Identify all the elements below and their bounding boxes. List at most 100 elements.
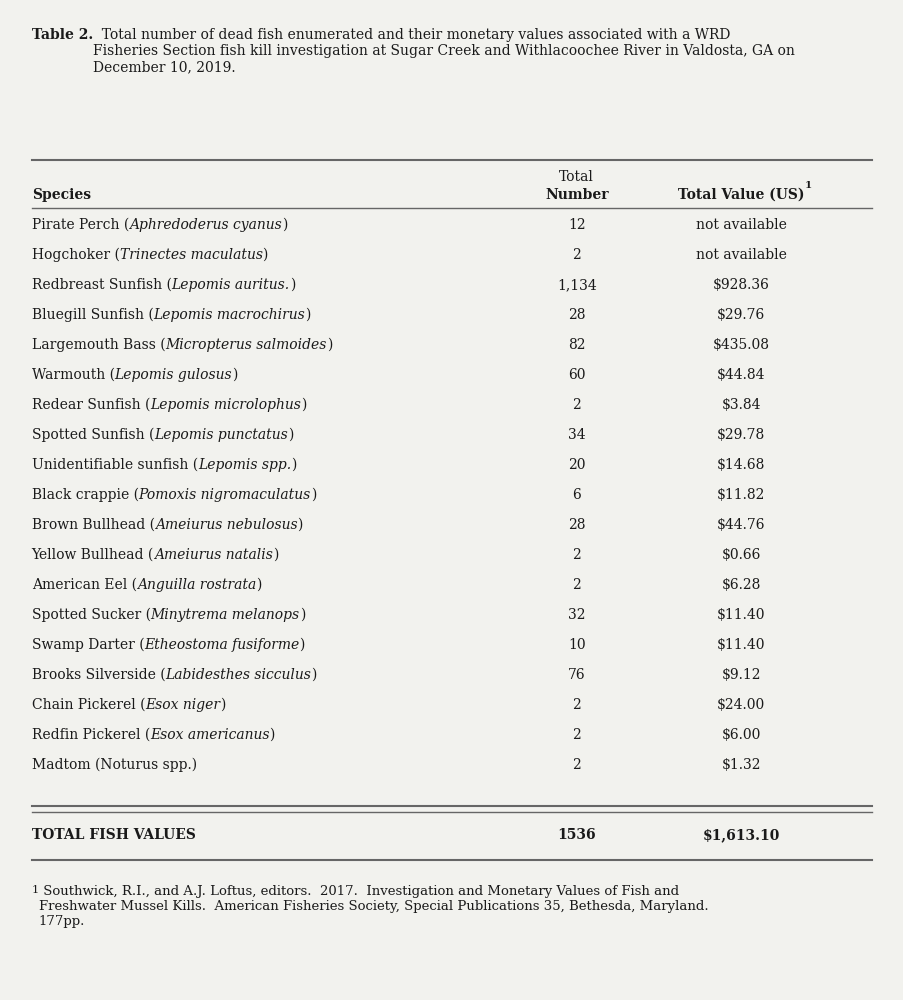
Text: ): )	[273, 548, 278, 562]
Text: ): )	[289, 278, 294, 292]
Text: Minytrema melanops: Minytrema melanops	[151, 608, 300, 622]
Text: Lepomis gulosus: Lepomis gulosus	[115, 368, 232, 382]
Text: 60: 60	[567, 368, 585, 382]
Text: 12: 12	[567, 218, 585, 232]
Text: Ameiurus natalis: Ameiurus natalis	[154, 548, 273, 562]
Text: Lepomis microlophus: Lepomis microlophus	[150, 398, 301, 412]
Text: Micropterus salmoides: Micropterus salmoides	[165, 338, 326, 352]
Text: Black crappie (: Black crappie (	[32, 488, 138, 502]
Text: Table 2.: Table 2.	[32, 28, 93, 42]
Text: Number: Number	[545, 188, 608, 202]
Text: 1,134: 1,134	[556, 278, 596, 292]
Text: Bluegill Sunfish (: Bluegill Sunfish (	[32, 308, 154, 322]
Text: $0.66: $0.66	[721, 548, 760, 562]
Text: Swamp Darter (: Swamp Darter (	[32, 638, 144, 652]
Text: 10: 10	[567, 638, 585, 652]
Text: $928.36: $928.36	[712, 278, 768, 292]
Text: $6.00: $6.00	[721, 728, 760, 742]
Text: Total Value (US): Total Value (US)	[677, 188, 804, 202]
Text: Trinectes maculatus: Trinectes maculatus	[119, 248, 262, 262]
Text: Aphredoderus cyanus: Aphredoderus cyanus	[129, 218, 282, 232]
Text: Madtom (Noturus spp.): Madtom (Noturus spp.)	[32, 758, 197, 772]
Text: 2: 2	[572, 548, 581, 562]
Text: 2: 2	[572, 398, 581, 412]
Text: $44.84: $44.84	[716, 368, 765, 382]
Text: ): )	[305, 308, 310, 322]
Text: Redear Sunfish (: Redear Sunfish (	[32, 398, 150, 412]
Text: 2: 2	[572, 698, 581, 712]
Text: ): )	[301, 398, 306, 412]
Text: American Eel (: American Eel (	[32, 578, 136, 592]
Text: not available: not available	[695, 248, 786, 262]
Text: Esox americanus: Esox americanus	[150, 728, 269, 742]
Text: $3.84: $3.84	[721, 398, 760, 412]
Text: ): )	[282, 218, 286, 232]
Text: Total number of dead fish enumerated and their monetary values associated with a: Total number of dead fish enumerated and…	[93, 28, 794, 74]
Text: ): )	[232, 368, 237, 382]
Text: Esox niger: Esox niger	[145, 698, 220, 712]
Text: 34: 34	[567, 428, 585, 442]
Text: ): )	[256, 578, 261, 592]
Text: 32: 32	[567, 608, 585, 622]
Text: ): )	[269, 728, 275, 742]
Text: $6.28: $6.28	[721, 578, 760, 592]
Text: ): )	[311, 488, 316, 502]
Text: $44.76: $44.76	[716, 518, 765, 532]
Text: Lepomis spp.: Lepomis spp.	[198, 458, 291, 472]
Text: ): )	[300, 608, 305, 622]
Text: $29.78: $29.78	[716, 428, 765, 442]
Text: $1.32: $1.32	[721, 758, 760, 772]
Text: ): )	[262, 248, 267, 262]
Text: 2: 2	[572, 758, 581, 772]
Text: Spotted Sunfish (: Spotted Sunfish (	[32, 428, 154, 442]
Text: Ameiurus nebulosus: Ameiurus nebulosus	[154, 518, 297, 532]
Text: ): )	[291, 458, 296, 472]
Text: $9.12: $9.12	[721, 668, 760, 682]
Text: Spotted Sucker (: Spotted Sucker (	[32, 608, 151, 622]
Text: Pomoxis nigromaculatus: Pomoxis nigromaculatus	[138, 488, 311, 502]
Text: Southwick, R.I., and A.J. Loftus, editors.  2017.  Investigation and Monetary Va: Southwick, R.I., and A.J. Loftus, editor…	[39, 885, 708, 928]
Text: 28: 28	[567, 518, 585, 532]
Text: 1536: 1536	[557, 828, 595, 842]
Text: ): )	[326, 338, 331, 352]
Text: Chain Pickerel (: Chain Pickerel (	[32, 698, 145, 712]
Text: 6: 6	[572, 488, 581, 502]
Text: TOTAL FISH VALUES: TOTAL FISH VALUES	[32, 828, 195, 842]
Text: Lepomis macrochirus: Lepomis macrochirus	[154, 308, 305, 322]
Text: $1,613.10: $1,613.10	[702, 828, 779, 842]
Text: Labidesthes sicculus: Labidesthes sicculus	[165, 668, 311, 682]
Text: Redbreast Sunfish (: Redbreast Sunfish (	[32, 278, 172, 292]
Text: $435.08: $435.08	[712, 338, 769, 352]
Text: ): )	[311, 668, 316, 682]
Text: Lepomis punctatus: Lepomis punctatus	[154, 428, 287, 442]
Text: Brown Bullhead (: Brown Bullhead (	[32, 518, 154, 532]
Text: 76: 76	[567, 668, 585, 682]
Text: Yellow Bullhead (: Yellow Bullhead (	[32, 548, 154, 562]
Text: ): )	[297, 518, 303, 532]
Text: Species: Species	[32, 188, 90, 202]
Text: $14.68: $14.68	[716, 458, 765, 472]
Text: ): )	[287, 428, 293, 442]
Text: $24.00: $24.00	[716, 698, 765, 712]
Text: ): )	[299, 638, 304, 652]
Text: $29.76: $29.76	[716, 308, 765, 322]
Text: 28: 28	[567, 308, 585, 322]
Text: Brooks Silverside (: Brooks Silverside (	[32, 668, 165, 682]
Text: Etheostoma fusiforme: Etheostoma fusiforme	[144, 638, 299, 652]
Text: Warmouth (: Warmouth (	[32, 368, 115, 382]
Text: 2: 2	[572, 248, 581, 262]
Text: ): )	[220, 698, 225, 712]
Text: 82: 82	[567, 338, 585, 352]
Text: Unidentifiable sunfish (: Unidentifiable sunfish (	[32, 458, 198, 472]
Text: 20: 20	[567, 458, 585, 472]
Text: Total: Total	[559, 170, 593, 184]
Text: $11.82: $11.82	[716, 488, 765, 502]
Text: Anguilla rostrata: Anguilla rostrata	[136, 578, 256, 592]
Text: 1: 1	[804, 181, 811, 190]
Text: Largemouth Bass (: Largemouth Bass (	[32, 338, 165, 352]
Text: $11.40: $11.40	[716, 638, 765, 652]
Text: Pirate Perch (: Pirate Perch (	[32, 218, 129, 232]
Text: not available: not available	[695, 218, 786, 232]
Text: Redfin Pickerel (: Redfin Pickerel (	[32, 728, 150, 742]
Text: Lepomis auritus.: Lepomis auritus.	[172, 278, 289, 292]
